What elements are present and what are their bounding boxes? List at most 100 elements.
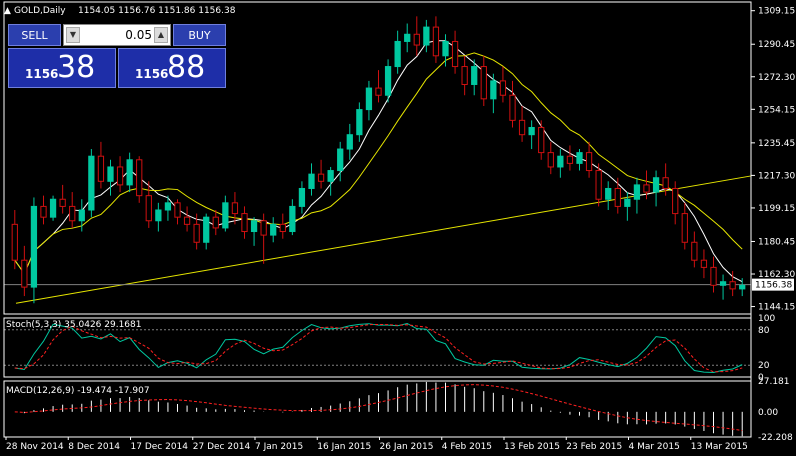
lot-increase-icon[interactable]: ▲ bbox=[154, 27, 168, 43]
candle-body bbox=[480, 66, 487, 100]
candle-body bbox=[557, 155, 564, 168]
candle-body bbox=[384, 66, 392, 96]
candle-body bbox=[499, 80, 507, 96]
candle-body bbox=[346, 134, 353, 150]
buy-price-big: 88 bbox=[167, 50, 206, 85]
candle-body bbox=[270, 223, 277, 236]
price-tick-label: 1144.15 bbox=[758, 303, 795, 313]
candle-body bbox=[279, 223, 286, 233]
candle-body bbox=[375, 87, 382, 96]
candle-body bbox=[710, 266, 717, 286]
candle-body bbox=[174, 202, 181, 218]
buy-price-small: 1156 bbox=[135, 67, 169, 81]
candle-body bbox=[566, 155, 574, 164]
candle-body bbox=[729, 281, 736, 290]
candle-body bbox=[203, 216, 210, 243]
candle-body bbox=[643, 184, 650, 193]
candle-body bbox=[164, 202, 172, 211]
price-tick-label: 1162.30 bbox=[758, 270, 795, 280]
sell-price-small: 1156 bbox=[25, 67, 59, 81]
time-tick-label: 13 Mar 2015 bbox=[691, 442, 748, 452]
candle-body bbox=[652, 177, 660, 193]
current-price-box bbox=[752, 278, 794, 291]
buy-price-button[interactable]: 1156 88 bbox=[118, 48, 226, 88]
candle-body bbox=[681, 213, 688, 243]
candle-body bbox=[30, 205, 38, 288]
trend-line bbox=[15, 175, 752, 304]
sell-button[interactable]: SELL bbox=[8, 24, 61, 46]
candle-body bbox=[69, 205, 76, 222]
macd-tick-label: 27.181 bbox=[758, 377, 790, 387]
candle-body bbox=[394, 40, 401, 68]
time-tick-label: 4 Feb 2015 bbox=[442, 442, 492, 452]
stoch-main-line bbox=[14, 322, 743, 374]
candle-body bbox=[356, 109, 363, 136]
candle-body bbox=[11, 223, 18, 261]
buy-button[interactable]: BUY bbox=[173, 24, 226, 46]
candle-body bbox=[193, 223, 200, 243]
candle-body bbox=[605, 187, 612, 200]
candle-body bbox=[250, 220, 258, 233]
macd-panel[interactable] bbox=[14, 381, 743, 437]
sell-price-big: 38 bbox=[57, 50, 96, 85]
candle-body bbox=[633, 184, 641, 200]
price-tick-label: 1217.30 bbox=[758, 171, 795, 181]
time-tick-label: 8 Dec 2014 bbox=[68, 442, 120, 452]
time-tick-label: 23 Feb 2015 bbox=[566, 442, 622, 452]
candle-body bbox=[241, 213, 248, 233]
candle-body bbox=[528, 127, 535, 136]
candle-body bbox=[365, 87, 373, 111]
one-click-trading-panel: SELL ▼ ▲ BUY 1156 38 1156 88 bbox=[8, 24, 226, 88]
candle-body bbox=[432, 26, 440, 57]
candle-body bbox=[423, 26, 430, 46]
candle-body bbox=[585, 152, 593, 172]
time-tick-label: 27 Dec 2014 bbox=[193, 442, 251, 452]
candle-body bbox=[289, 205, 296, 233]
candle-body bbox=[231, 202, 239, 215]
fast-moving-average bbox=[14, 40, 743, 283]
candle-body bbox=[88, 155, 95, 211]
time-tick-label: 26 Jan 2015 bbox=[380, 442, 434, 452]
macd-label: MACD(12,26,9) -19.474 -17.907 bbox=[6, 386, 150, 396]
candle-body bbox=[547, 152, 554, 168]
macd-tick-label: 0.00 bbox=[758, 408, 778, 418]
candle-body bbox=[222, 202, 229, 229]
candle-body bbox=[183, 216, 191, 225]
price-chart-panel[interactable] bbox=[4, 16, 752, 304]
candle-body bbox=[260, 220, 267, 236]
candle-body bbox=[145, 195, 152, 222]
candle-body bbox=[739, 284, 746, 290]
lot-size-input[interactable] bbox=[82, 27, 152, 43]
stochastic-panel[interactable] bbox=[4, 322, 751, 374]
candle-body bbox=[662, 177, 669, 189]
sell-price-button[interactable]: 1156 38 bbox=[8, 48, 116, 88]
price-tick-label: 1309.15 bbox=[758, 7, 795, 17]
lot-decrease-icon[interactable]: ▼ bbox=[66, 27, 80, 43]
candle-body bbox=[672, 187, 679, 215]
candle-body bbox=[490, 80, 497, 100]
candle-body bbox=[317, 173, 325, 182]
chart-title-arrow-icon: ▲ bbox=[4, 6, 11, 16]
candle-body bbox=[518, 119, 526, 136]
candle-body bbox=[719, 281, 727, 286]
candle-body bbox=[404, 33, 411, 42]
candle-body bbox=[116, 166, 124, 186]
time-tick-label: 28 Nov 2014 bbox=[6, 442, 64, 452]
candle-body bbox=[327, 170, 334, 182]
candle-body bbox=[509, 94, 516, 121]
candle-body bbox=[461, 66, 468, 85]
candle-body bbox=[614, 187, 621, 207]
chart-axes: 1309.15 1290.45 1272.30 1254.15 1235.45 1217.… bbox=[3, 1, 795, 452]
chart-title: GOLD,Daily bbox=[14, 6, 66, 16]
candle-body bbox=[59, 198, 66, 207]
stoch-tick-label: 20 bbox=[758, 361, 770, 371]
price-tick-label: 1272.30 bbox=[758, 73, 795, 83]
candle-body bbox=[136, 159, 143, 197]
time-tick-label: 13 Feb 2015 bbox=[504, 442, 560, 452]
candle-body bbox=[78, 209, 85, 222]
candle-body bbox=[413, 33, 420, 46]
price-tick-label: 1254.15 bbox=[758, 105, 795, 115]
candle-body bbox=[40, 205, 47, 218]
stoch-tick-label: 100 bbox=[758, 314, 775, 324]
